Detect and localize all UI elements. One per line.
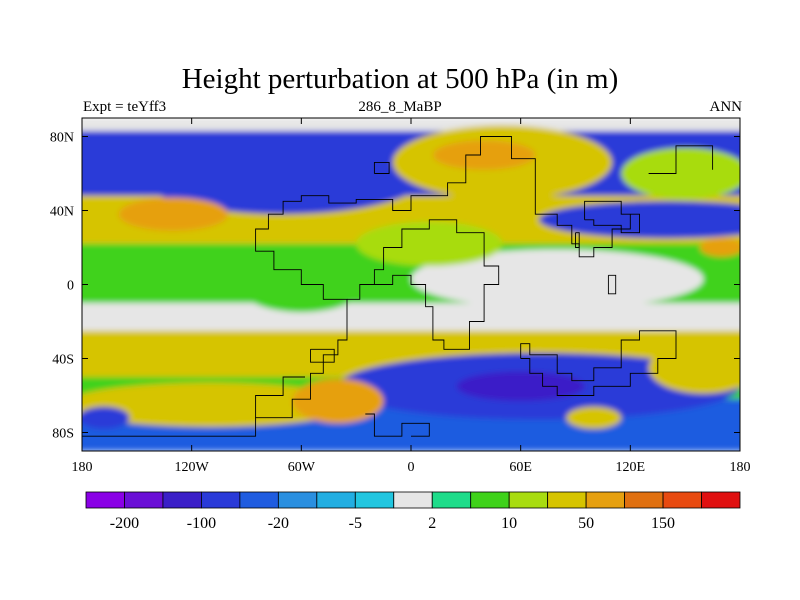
y-tick-label: 40N: [50, 205, 74, 220]
field-anomaly: [118, 197, 229, 231]
colorbar-swatch: [393, 491, 433, 509]
field-anomaly: [82, 406, 130, 429]
x-tick-label: 60W: [288, 460, 316, 475]
coastline-segment: [365, 413, 430, 437]
field-anomaly: [621, 147, 740, 200]
field-anomaly: [648, 341, 740, 394]
colorbar-label: 2: [428, 515, 436, 532]
coastline-segment: [82, 136, 631, 437]
colorbar-swatch: [662, 491, 702, 509]
x-tick-label: 120E: [616, 460, 646, 475]
coastline-segment: [310, 348, 335, 363]
colorbar-swatch: [124, 491, 164, 509]
field-anomaly: [292, 378, 384, 424]
field-band: [82, 118, 740, 131]
coastline-segment: [347, 219, 500, 350]
colorbar-swatch: [277, 491, 318, 509]
colorbar-swatch: [162, 491, 202, 509]
field-blur-group: [82, 118, 740, 451]
colorbar-label: -20: [268, 515, 289, 532]
y-tick-label: 0: [67, 279, 74, 294]
colorbar-label: 50: [578, 515, 594, 532]
x-tick-label: 60E: [509, 460, 532, 475]
coastline-segment: [607, 274, 617, 295]
colorbar-swatch: [585, 491, 625, 509]
colorbar-swatch: [431, 491, 472, 509]
coastline-segment: [584, 200, 640, 234]
x-tick-label: 0: [408, 460, 415, 475]
colorbar-label: -200: [110, 515, 139, 532]
colorbar-swatch: [316, 491, 356, 509]
chart-title: Height perturbation at 500 hPa (in m): [181, 63, 619, 95]
field-anomaly: [432, 140, 536, 170]
colorbar-swatch: [239, 491, 279, 509]
colorbar-swatch: [85, 491, 125, 509]
field-anomaly: [136, 132, 430, 215]
axes: 180 120W 60W 0 60E 120E 180 80N 40N 0 40S 80S: [50, 118, 751, 475]
colorbar-swatch: [354, 491, 395, 509]
coastline-segment: [520, 330, 677, 396]
subtitle-experiment: Expt = teYff3: [83, 99, 167, 115]
y-tick-label: 80S: [52, 427, 74, 442]
contour-field: [82, 118, 740, 451]
colorbar-swatch: [624, 491, 664, 509]
colorbar-swatch: [508, 491, 549, 509]
colorbar-swatch: [201, 491, 241, 509]
subtitle-season: ANN: [709, 99, 743, 115]
y-tick-label: 80N: [50, 131, 74, 146]
colorbar: -200 -100 -20 -5 2 10 50 150: [85, 491, 741, 532]
field-anomaly: [82, 382, 357, 427]
field-anomaly: [699, 238, 740, 257]
y-tick-label: 40S: [52, 353, 74, 368]
colorbar-label: -100: [187, 515, 216, 532]
field-band: [82, 303, 740, 331]
field-anomaly: [456, 371, 585, 402]
x-tick-label: 180: [72, 460, 93, 475]
colorbar-label: -5: [349, 515, 362, 532]
coastline-overlay: [82, 136, 714, 437]
colorbar-swatch: [701, 491, 741, 509]
colorbar-swatch: [470, 491, 510, 509]
x-tick-label: 120W: [175, 460, 210, 475]
coastline-segment: [648, 145, 714, 174]
coastline-segment: [255, 376, 305, 418]
coastline-segment: [575, 232, 580, 248]
x-tick-label: 180: [730, 460, 751, 475]
colorbar-label: 10: [501, 515, 517, 532]
colorbar-swatch: [547, 491, 587, 509]
coastline-segment: [373, 161, 390, 174]
colorbar-label: 150: [651, 515, 675, 532]
field-anomaly: [566, 406, 622, 429]
subtitle-period: 286_8_MaBP: [358, 99, 442, 115]
